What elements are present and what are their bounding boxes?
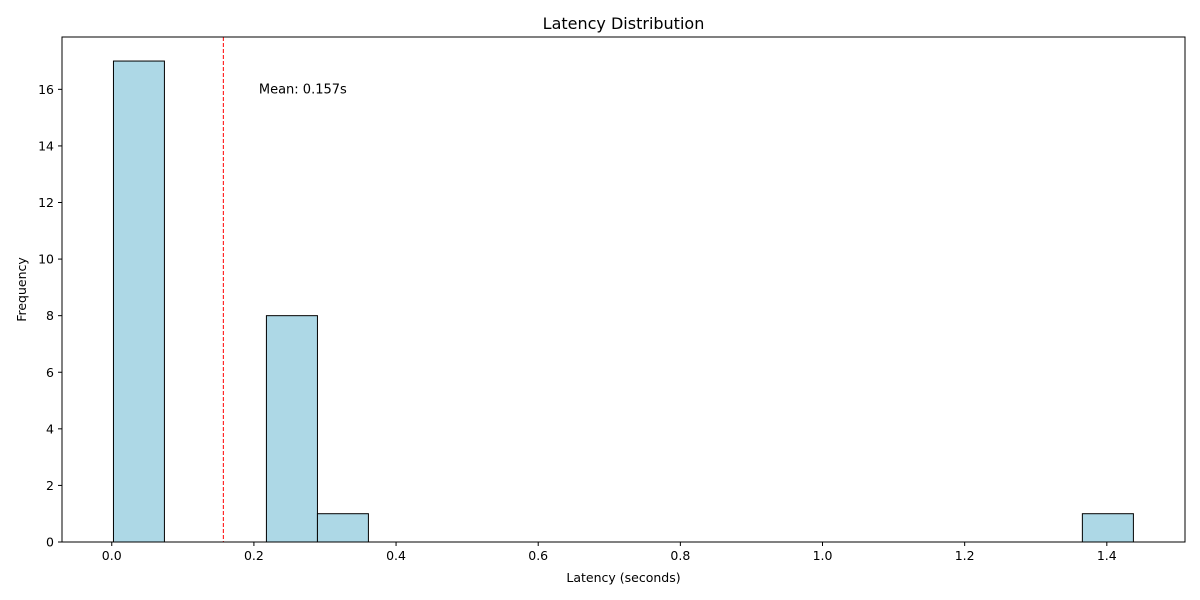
histogram-bar	[316, 513, 369, 543]
y-tick-label: 0	[46, 535, 54, 550]
x-tick-label: 1.2	[955, 548, 975, 563]
histogram-bar	[112, 60, 165, 543]
y-tick-label: 6	[46, 365, 54, 380]
y-axis-ticks: 0 2 4 6 8 10 12 14 16	[38, 82, 62, 550]
histogram-bar	[265, 315, 318, 543]
x-tick-label: 0.0	[102, 548, 122, 563]
y-tick-label: 2	[46, 478, 54, 493]
x-tick-label: 0.6	[528, 548, 548, 563]
x-axis-ticks: 0.0 0.2 0.4 0.6 0.8 1.0 1.2 1.4	[102, 542, 1117, 563]
x-tick-label: 1.4	[1097, 548, 1117, 563]
y-axis-label: Frequency	[14, 257, 29, 322]
y-tick-label: 16	[38, 82, 54, 97]
x-tick-label: 1.0	[813, 548, 833, 563]
histogram-bar	[1081, 513, 1134, 543]
x-tick-label: 0.8	[670, 548, 690, 563]
y-tick-label: 8	[46, 308, 54, 323]
x-axis-label: Latency (seconds)	[566, 570, 680, 585]
plot-frame	[61, 36, 1186, 543]
y-tick-label: 4	[46, 421, 54, 436]
y-tick-label: 14	[38, 138, 54, 153]
x-tick-label: 0.2	[244, 548, 264, 563]
y-tick-label: 12	[38, 195, 54, 210]
x-tick-label: 0.4	[386, 548, 406, 563]
y-tick-label: 10	[38, 252, 54, 267]
bars-group	[112, 60, 1134, 543]
chart-title: Latency Distribution	[543, 14, 705, 33]
mean-annotation: Mean: 0.157s	[259, 82, 347, 97]
